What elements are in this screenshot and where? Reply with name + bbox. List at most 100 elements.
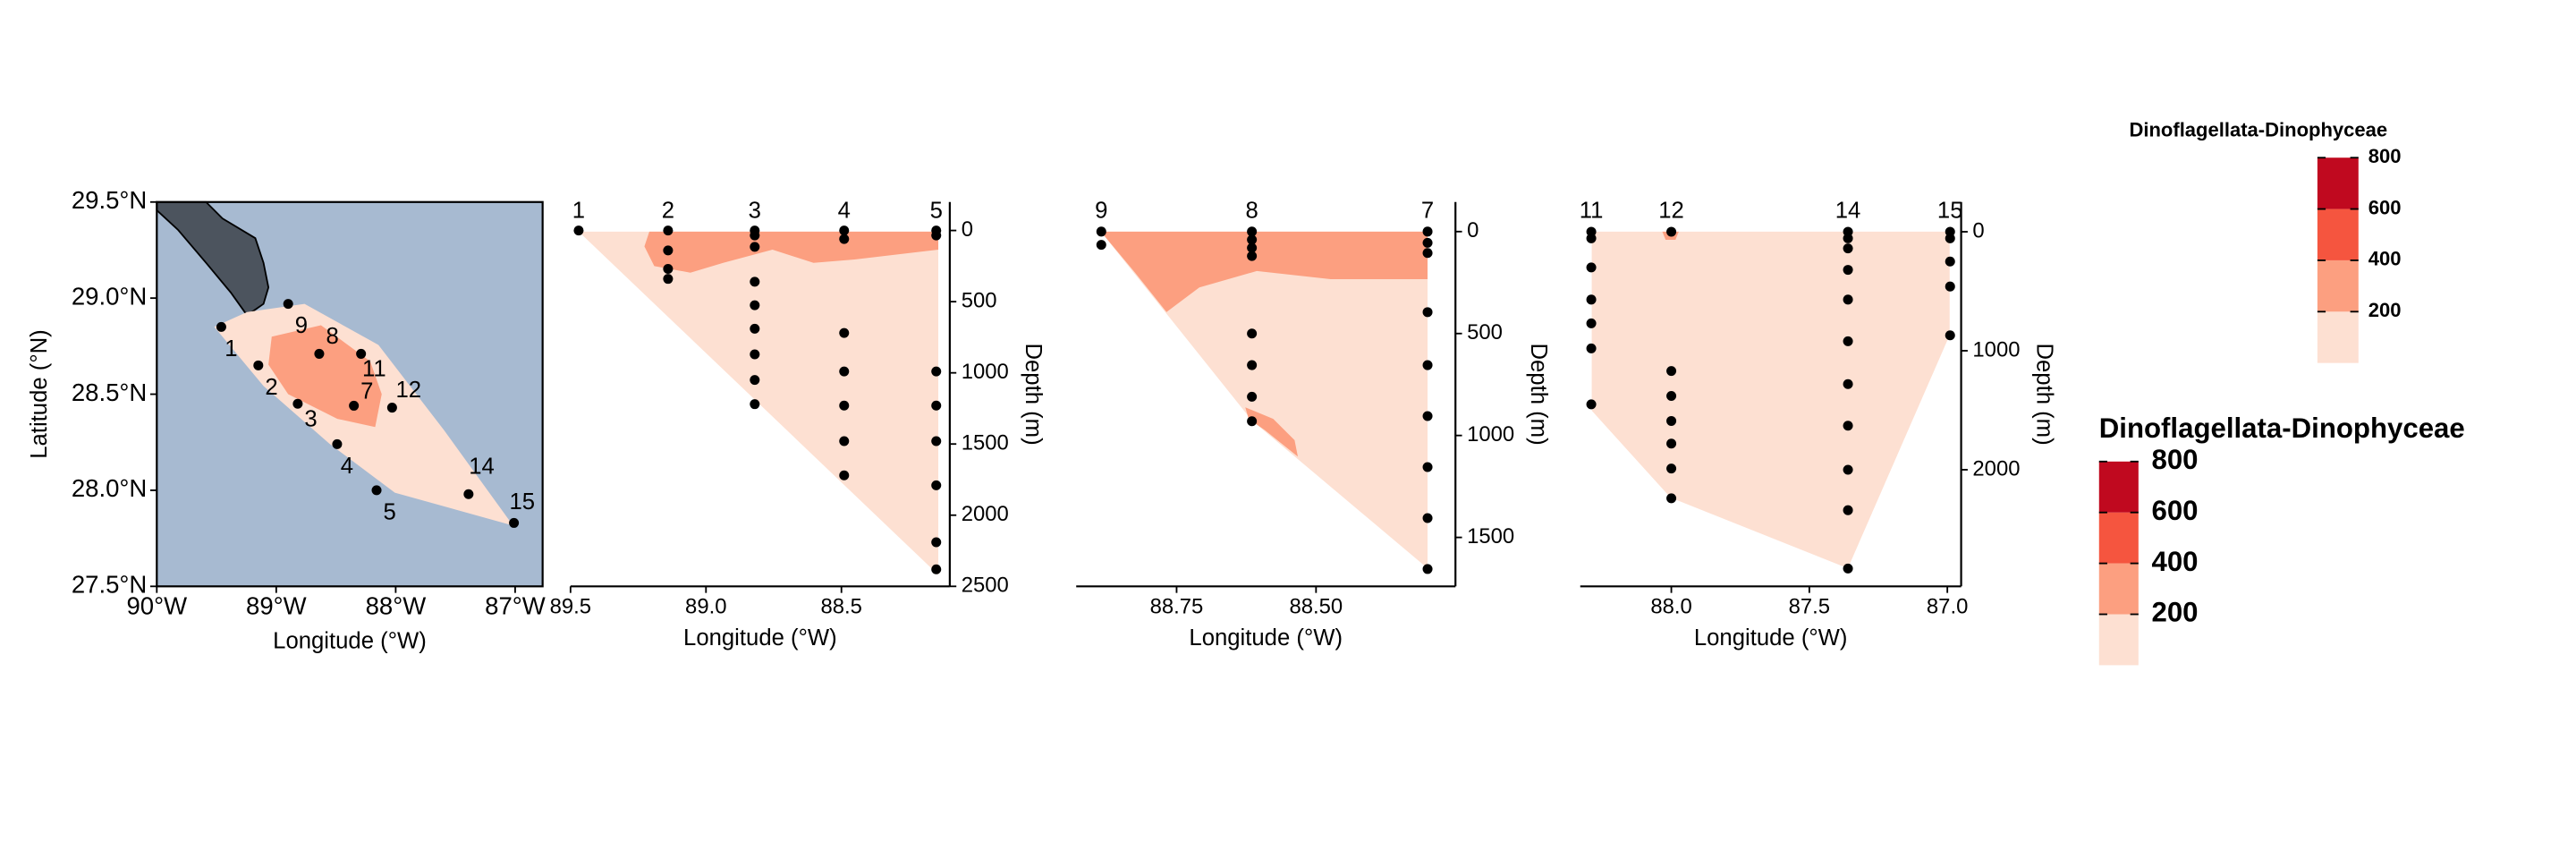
y-tick-label: 500 [1467, 320, 1503, 344]
sample-point [931, 436, 942, 447]
y-tick-label: 27.5°N [72, 571, 147, 599]
sample-point [931, 400, 942, 411]
x-tick-label: 88.0 [1650, 594, 1691, 618]
station-label: 11 [1580, 199, 1604, 224]
sample-point [1247, 416, 1258, 427]
station-label: 5 [930, 199, 943, 224]
contour-region [644, 231, 939, 273]
legend-title: Dinoflagellata-Dinophyceae [2099, 412, 2465, 444]
sample-point [1422, 226, 1433, 237]
sample-point [839, 436, 850, 447]
station-label: 12 [395, 378, 421, 403]
y-tick-label: 29.5°N [72, 186, 147, 214]
sample-point [1843, 378, 1853, 389]
sample-point [1843, 563, 1853, 574]
y-tick-label: 2000 [1972, 456, 2020, 481]
contour-region [1245, 407, 1299, 457]
y-axis-label: Latitude (°N) [27, 329, 52, 458]
station-label: 2 [662, 199, 674, 224]
sample-point [1843, 233, 1853, 243]
legend-label: 800 [2152, 444, 2199, 475]
legend-label: 600 [2152, 495, 2199, 526]
sample-point [1096, 240, 1106, 251]
sample-point [1247, 391, 1258, 402]
sample-point [1422, 248, 1433, 259]
sample-point [1422, 564, 1433, 574]
sample-point [573, 225, 584, 236]
station-label: 5 [384, 499, 396, 524]
sample-point [839, 400, 850, 411]
sample-point [1422, 307, 1433, 318]
sample-point [1247, 328, 1258, 339]
station-label: 8 [326, 324, 338, 349]
sample-point [1945, 233, 1955, 243]
sample-point [750, 375, 760, 386]
sample-point [663, 225, 674, 236]
y-tick-label: 2000 [962, 502, 1009, 526]
sample-point [931, 564, 942, 574]
sample-point [1247, 234, 1258, 245]
x-tick-label: 88.5 [821, 594, 862, 618]
sample-point [839, 225, 850, 236]
y-tick-label: 1000 [1972, 337, 2020, 361]
x-tick-label: 87°W [485, 591, 546, 619]
station-point [371, 485, 382, 496]
station-point [216, 321, 226, 332]
x-tick-label: 88°W [366, 591, 427, 619]
station-label: 4 [838, 199, 851, 224]
sample-point [1666, 493, 1677, 504]
station-label: 3 [749, 199, 761, 224]
sample-point [750, 230, 760, 241]
y-tick-label: 0 [962, 217, 973, 242]
x-tick-label: 90°W [126, 591, 187, 619]
x-axis-label: Longitude (°W) [1189, 625, 1343, 651]
station-point [314, 348, 325, 359]
y-axis-label: Depth (m) [1526, 343, 1551, 445]
contour-region [1591, 231, 1950, 569]
legend-swatch [2098, 563, 2139, 615]
sample-point [1247, 226, 1258, 237]
station-label: 14 [1835, 199, 1861, 224]
sample-point [839, 327, 850, 338]
sample-point [750, 276, 760, 287]
x-tick-label: 87.5 [1789, 594, 1830, 618]
sample-point [1422, 462, 1433, 472]
sample-point [839, 470, 850, 481]
sample-point [750, 349, 760, 360]
sample-point [750, 300, 760, 310]
station-point [463, 489, 474, 499]
sample-point [1666, 366, 1677, 377]
station-label: 1 [572, 199, 585, 224]
sample-point [839, 234, 850, 244]
sample-point [839, 366, 850, 377]
station-label: 12 [1658, 199, 1684, 224]
sample-point [750, 399, 760, 410]
y-tick-label: 2500 [962, 574, 1009, 598]
station-label: 14 [469, 455, 495, 480]
legend-swatch [2098, 614, 2139, 666]
station-point [332, 438, 343, 449]
land [156, 200, 270, 317]
sample-point [1247, 242, 1258, 253]
sample-point [1422, 237, 1433, 248]
station-label: 1 [225, 336, 237, 361]
sample-point [1586, 399, 1597, 410]
y-tick-label: 1000 [1467, 422, 1514, 447]
x-tick-label: 89°W [246, 591, 307, 619]
legend-title: Dinoflagellata-Dinophyceae [2129, 119, 2387, 141]
y-axis-label: Depth (m) [1021, 343, 1046, 445]
station-label: 11 [362, 357, 386, 382]
sample-point [931, 366, 942, 377]
station-label: 4 [341, 454, 353, 479]
sample-point [1945, 330, 1955, 341]
sample-point [1096, 226, 1106, 237]
x-tick-label: 89.0 [685, 594, 726, 618]
contour-region [1100, 231, 1428, 569]
station-point [253, 360, 264, 370]
sample-point [1666, 391, 1677, 402]
sample-point [1843, 336, 1853, 346]
x-axis-label: Longitude (°W) [683, 625, 837, 651]
sample-point [1666, 464, 1677, 474]
legend-label: 200 [2152, 597, 2199, 628]
station-label: 15 [509, 489, 535, 515]
